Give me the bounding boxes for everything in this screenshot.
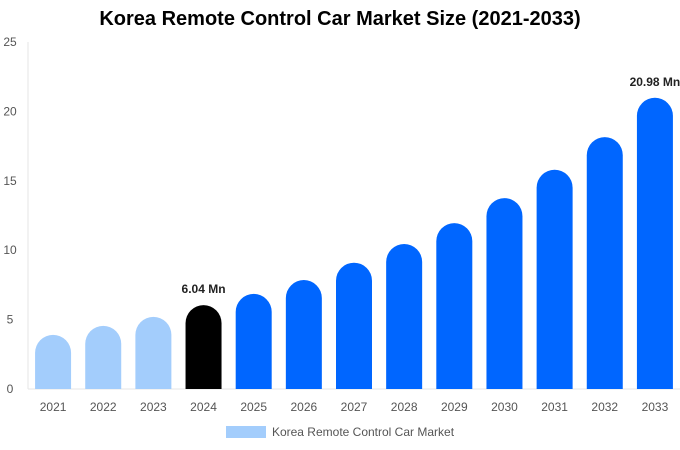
x-tick-label: 2024 xyxy=(190,400,217,414)
x-tick-label: 2025 xyxy=(240,400,267,414)
x-tick-label: 2031 xyxy=(541,400,568,414)
bar-2031 xyxy=(536,169,573,389)
bar-2029 xyxy=(436,223,473,389)
bar-2026 xyxy=(285,280,322,389)
bar-2021 xyxy=(35,334,72,389)
data-label: 20.98 Mn xyxy=(630,75,680,89)
x-tick-label: 2029 xyxy=(441,400,468,414)
legend-swatch xyxy=(225,426,266,438)
x-tick-label: 2027 xyxy=(341,400,368,414)
bar-2027 xyxy=(336,262,372,389)
x-tick-label: 2022 xyxy=(90,400,117,414)
bar-2032 xyxy=(586,137,623,389)
chart-title: Korea Remote Control Car Market Size (20… xyxy=(99,8,581,30)
y-tick-label: 15 xyxy=(3,174,17,188)
x-tick-label: 2021 xyxy=(40,400,67,414)
x-tick-label: 2032 xyxy=(591,400,618,414)
y-tick-label: 25 xyxy=(3,35,17,49)
bar-2028 xyxy=(386,243,423,389)
data-label: 6.04 Mn xyxy=(182,282,226,296)
x-tick-label: 2030 xyxy=(491,400,518,414)
legend: Korea Remote Control Car Market xyxy=(0,425,680,439)
x-tick-label: 2033 xyxy=(642,400,669,414)
y-tick-label: 20 xyxy=(3,104,17,118)
bar-2023 xyxy=(135,316,172,389)
bar-2025 xyxy=(235,293,272,389)
y-tick-label: 0 xyxy=(7,382,14,396)
legend-label: Korea Remote Control Car Market xyxy=(271,425,455,439)
bar-2022 xyxy=(85,325,122,389)
x-tick-label: 2028 xyxy=(391,400,418,414)
x-tick-label: 2023 xyxy=(140,400,167,414)
bar-2030 xyxy=(486,198,523,389)
y-tick-label: 5 xyxy=(7,313,14,327)
y-tick-label: 10 xyxy=(3,243,17,257)
x-tick-label: 2026 xyxy=(290,400,317,414)
bar-2024 xyxy=(185,305,222,389)
bar-2033 xyxy=(636,97,673,389)
